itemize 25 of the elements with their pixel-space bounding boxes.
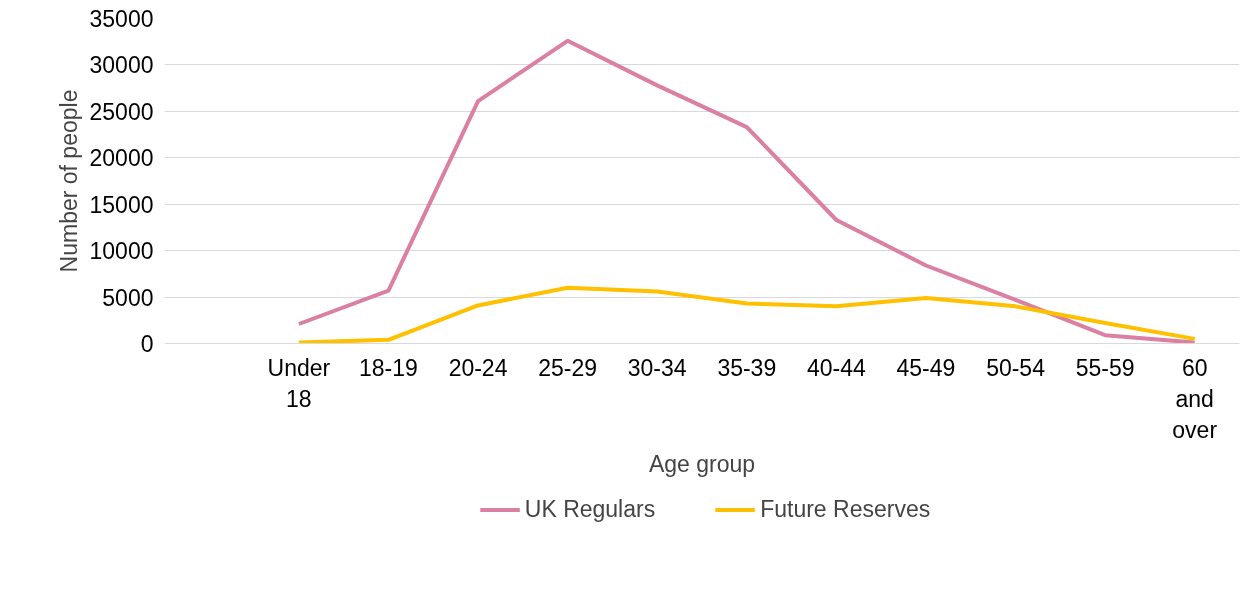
x-tick-label: 18-19 xyxy=(359,354,418,381)
x-tick-label: 55-59 xyxy=(1075,354,1135,381)
y-axis-title: Number of people xyxy=(55,89,82,273)
legend-label: UK Regulars xyxy=(524,495,656,523)
line-series xyxy=(296,285,1197,344)
x-tick-label: 60 and over xyxy=(1172,354,1218,443)
y-tick-label: 35000 xyxy=(89,6,154,32)
x-tick-label: 25-29 xyxy=(538,354,598,381)
line-series xyxy=(296,38,1197,344)
x-axis-title: Age group xyxy=(648,450,756,477)
x-tick-label: 45-49 xyxy=(896,354,956,381)
x-tick-label: 50-54 xyxy=(986,354,1046,381)
x-tick-label: Under 18 xyxy=(267,354,331,412)
y-tick-label: 20000 xyxy=(89,145,154,172)
x-tick-label: 30-34 xyxy=(627,354,687,381)
y-tick-label: 0 xyxy=(140,331,154,357)
x-tick-label: 40-44 xyxy=(806,354,866,381)
y-tick-label: 5000 xyxy=(102,284,154,311)
legend-label: Future Reserves xyxy=(760,495,931,523)
y-tick-label: 15000 xyxy=(89,191,154,218)
y-tick-label: 30000 xyxy=(89,52,154,79)
y-tick-label: 25000 xyxy=(89,98,154,125)
y-tick-label: 10000 xyxy=(89,238,154,265)
x-tick-label: 20-24 xyxy=(448,354,508,381)
x-tick-label: 35-39 xyxy=(717,354,777,381)
